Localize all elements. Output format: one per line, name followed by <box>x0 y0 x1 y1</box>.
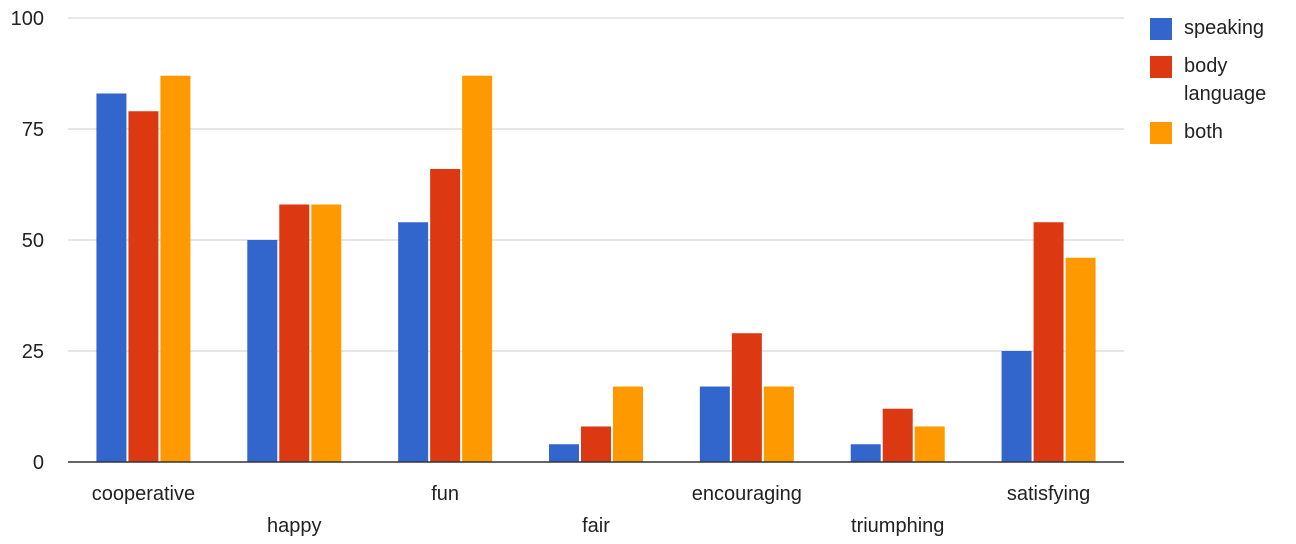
bar-both-fair[interactable] <box>613 386 643 462</box>
y-tick-label: 50 <box>22 230 44 252</box>
y-tick-label: 25 <box>22 341 44 363</box>
bar-both-encouraging[interactable] <box>763 386 794 462</box>
x-category-label: cooperative <box>92 483 195 505</box>
bar-body-language-triumphing[interactable] <box>882 408 913 462</box>
legend-label-body-language: body language <box>1184 55 1267 105</box>
gridlines <box>68 17 1124 352</box>
legend-label-both: both <box>1184 121 1223 143</box>
bar-body-language-satisfying[interactable] <box>1033 222 1064 462</box>
bar-both-fun[interactable] <box>462 75 493 462</box>
legend-item-both[interactable]: both <box>1150 118 1290 146</box>
legend-swatch-body-language <box>1150 56 1172 78</box>
legend-item-speaking[interactable]: speaking <box>1150 14 1290 42</box>
bar-speaking-encouraging[interactable] <box>699 386 730 462</box>
y-tick-label: 100 <box>11 8 44 30</box>
bar-both-triumphing[interactable] <box>914 426 945 462</box>
bar-body-language-cooperative[interactable] <box>128 111 159 463</box>
bar-body-language-fair[interactable] <box>581 426 611 462</box>
y-axis-ticks: 0 25 50 75 100 <box>11 8 44 474</box>
legend-swatch-both <box>1150 122 1172 144</box>
x-category-label: fun <box>431 483 459 505</box>
bars <box>96 75 1096 463</box>
bar-body-language-happy[interactable] <box>279 204 310 463</box>
legend-item-body-language[interactable]: body language <box>1150 52 1290 108</box>
bar-body-language-encouraging[interactable] <box>731 333 762 462</box>
bar-speaking-fair[interactable] <box>549 444 579 462</box>
x-axis-labels: cooperative happy fun fair encouraging triump… <box>92 483 1091 537</box>
bar-speaking-cooperative[interactable] <box>96 93 127 462</box>
bar-speaking-satisfying[interactable] <box>1001 351 1032 462</box>
legend-swatch-speaking <box>1150 18 1172 40</box>
x-category-label: triumphing <box>851 515 944 537</box>
y-tick-label: 0 <box>33 452 44 474</box>
bar-body-language-fun[interactable] <box>430 168 461 462</box>
x-category-label: satisfying <box>1007 483 1090 505</box>
legend: speaking body language both <box>1150 14 1290 156</box>
legend-label-speaking: speaking <box>1184 17 1265 39</box>
bar-speaking-fun[interactable] <box>398 222 429 462</box>
bar-speaking-happy[interactable] <box>247 240 278 462</box>
x-category-label: encouraging <box>692 483 802 505</box>
bar-speaking-triumphing[interactable] <box>850 444 881 462</box>
bar-both-happy[interactable] <box>311 204 342 463</box>
bar-both-satisfying[interactable] <box>1065 257 1096 462</box>
y-tick-label: 75 <box>22 119 44 141</box>
x-category-label: fair <box>582 515 610 537</box>
x-category-label: happy <box>267 515 322 537</box>
bar-both-cooperative[interactable] <box>160 75 191 462</box>
